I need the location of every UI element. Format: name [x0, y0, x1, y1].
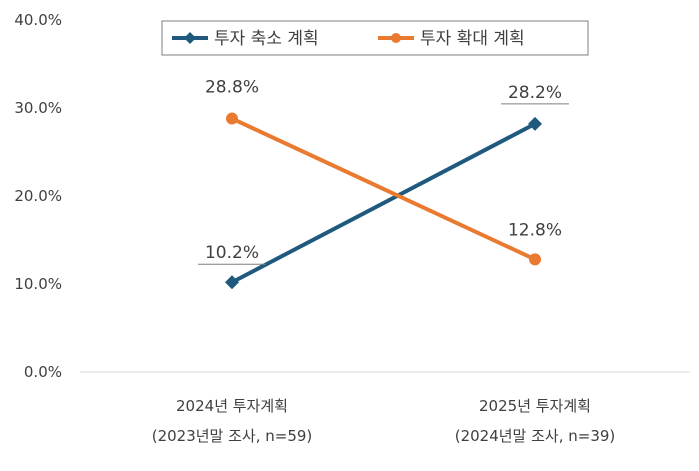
- series-layer: 10.2% 28.2% 28.8% 12.8%: [198, 78, 569, 290]
- data-label: 28.2%: [508, 83, 562, 103]
- data-point-marker: [529, 253, 541, 266]
- data-point-marker: [528, 116, 542, 131]
- x-category-label: 2025년 투자계획: [479, 397, 591, 415]
- legend-label: 투자 축소 계획: [214, 29, 319, 49]
- data-point-marker: [226, 112, 238, 125]
- data-label: 28.8%: [205, 78, 259, 98]
- series-line: [231, 116, 536, 262]
- legend: 투자 축소 계획 투자 확대 계획: [161, 20, 589, 56]
- x-axis: 2024년 투자계획 (2023년말 조사, n=59) 2025년 투자계획 (20…: [152, 397, 616, 445]
- y-tick-label: 0.0%: [24, 363, 62, 381]
- data-point-marker: [225, 275, 239, 290]
- legend-box: [161, 20, 589, 56]
- series-line: [231, 122, 536, 285]
- data-label: 12.8%: [508, 220, 562, 240]
- legend-label: 투자 확대 계획: [420, 29, 525, 49]
- legend-marker: [391, 33, 401, 43]
- legend-marker: [184, 32, 196, 44]
- data-label: 10.2%: [205, 243, 259, 263]
- x-category-label: (2024년말 조사, n=39): [455, 427, 616, 445]
- x-category-label: 2024년 투자계획: [176, 397, 288, 415]
- y-axis: 0.0% 10.0% 20.0% 30.0% 40.0%: [14, 11, 62, 381]
- x-category-label: (2023년말 조사, n=59): [152, 427, 313, 445]
- y-tick-label: 40.0%: [14, 11, 62, 29]
- y-tick-label: 20.0%: [14, 187, 62, 205]
- y-tick-label: 10.0%: [14, 275, 62, 293]
- y-tick-label: 30.0%: [14, 99, 62, 117]
